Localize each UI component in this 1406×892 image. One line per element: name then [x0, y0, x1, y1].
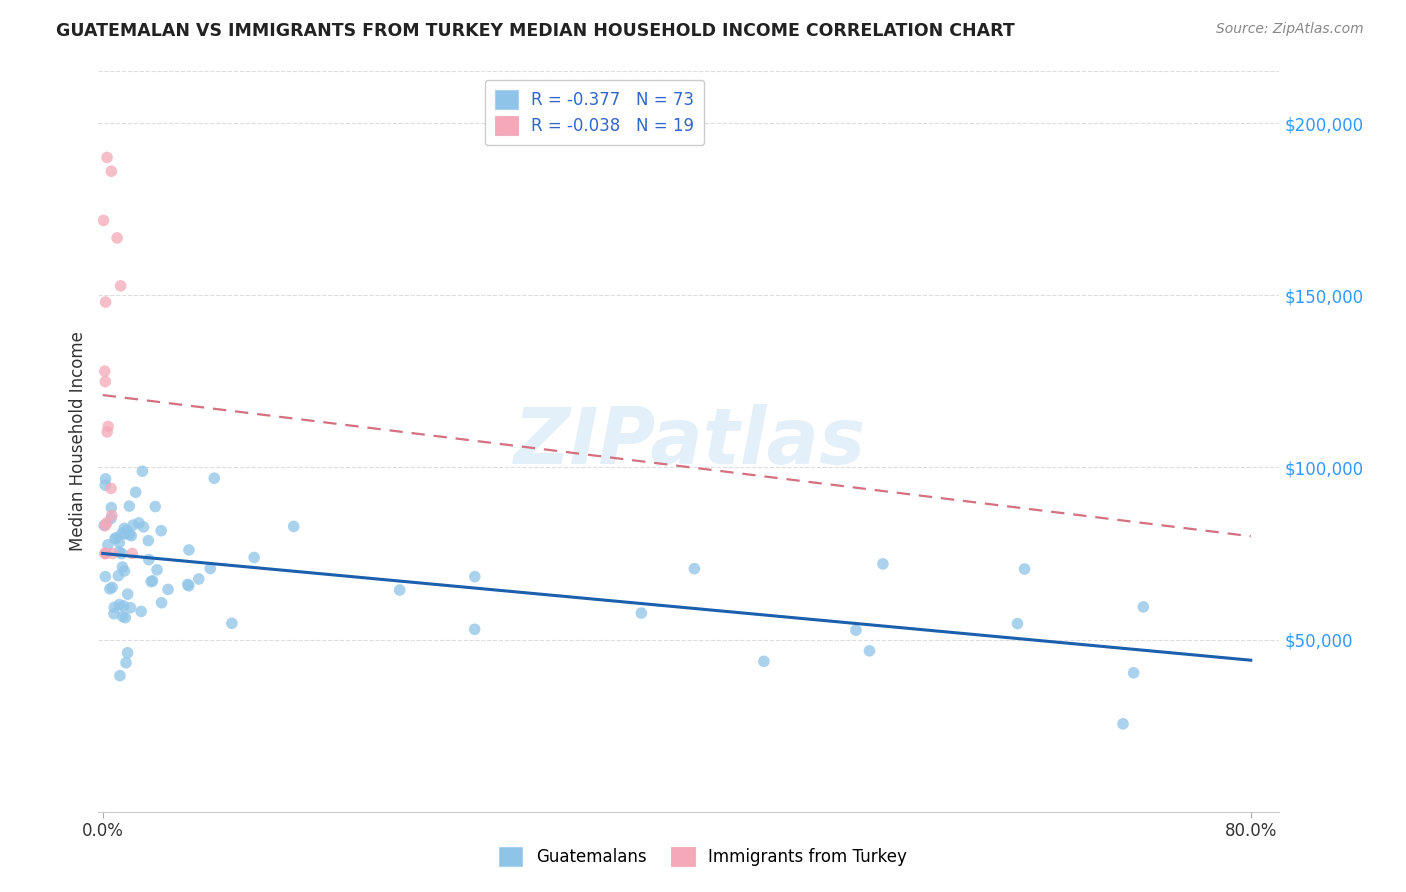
Point — [187, 572, 209, 586]
Point — [1122, 665, 1144, 680]
Point — [94, 478, 117, 492]
Point — [1132, 599, 1154, 614]
Point — [177, 579, 200, 593]
Point — [94, 295, 117, 310]
Point — [96, 425, 118, 439]
Point — [630, 606, 652, 620]
Point — [1112, 716, 1135, 731]
Point — [103, 607, 125, 621]
Text: ZIPatlas: ZIPatlas — [513, 403, 865, 480]
Point — [131, 464, 153, 478]
Point — [108, 668, 131, 682]
Point — [101, 580, 124, 594]
Point — [105, 531, 128, 545]
Point — [132, 520, 155, 534]
Point — [108, 598, 131, 612]
Point — [94, 546, 117, 560]
Point — [141, 574, 163, 588]
Point — [101, 508, 124, 523]
Point — [120, 529, 142, 543]
Point — [112, 564, 135, 578]
Legend: R = -0.377   N = 73, R = -0.038   N = 19: R = -0.377 N = 73, R = -0.038 N = 19 — [485, 79, 704, 145]
Legend: Guatemalans, Immigrants from Turkey: Guatemalans, Immigrants from Turkey — [491, 838, 915, 875]
Point — [177, 577, 200, 591]
Point — [110, 279, 132, 293]
Point — [101, 546, 124, 560]
Text: Source: ZipAtlas.com: Source: ZipAtlas.com — [1216, 22, 1364, 37]
Point — [97, 419, 120, 434]
Point — [104, 532, 127, 546]
Point — [108, 535, 131, 549]
Point — [1014, 562, 1036, 576]
Point — [114, 610, 136, 624]
Point — [872, 557, 894, 571]
Point — [121, 546, 143, 560]
Point — [128, 516, 150, 530]
Point — [111, 609, 134, 624]
Y-axis label: Median Household Income: Median Household Income — [69, 332, 87, 551]
Point — [112, 521, 135, 535]
Point — [200, 561, 222, 575]
Point — [96, 151, 118, 165]
Point — [202, 471, 225, 485]
Point — [117, 646, 139, 660]
Point — [112, 599, 135, 613]
Point — [122, 518, 145, 533]
Point — [94, 546, 117, 560]
Point — [221, 616, 243, 631]
Point — [103, 600, 125, 615]
Point — [283, 519, 305, 533]
Point — [94, 569, 117, 583]
Point — [94, 472, 117, 486]
Point — [100, 500, 122, 515]
Point — [94, 375, 117, 389]
Point — [114, 527, 136, 541]
Point — [120, 600, 142, 615]
Point — [146, 563, 169, 577]
Point — [1007, 616, 1029, 631]
Point — [115, 524, 138, 538]
Point — [115, 656, 138, 670]
Point — [118, 499, 141, 513]
Point — [177, 543, 200, 558]
Point — [96, 516, 118, 530]
Point — [845, 623, 868, 637]
Point — [156, 582, 179, 597]
Point — [93, 213, 115, 227]
Point — [111, 526, 134, 541]
Point — [124, 485, 146, 500]
Point — [141, 574, 163, 589]
Point — [111, 547, 134, 561]
Point — [94, 518, 117, 533]
Point — [752, 654, 775, 668]
Point — [94, 546, 117, 560]
Point — [143, 500, 166, 514]
Point — [97, 538, 120, 552]
Point — [464, 622, 486, 636]
Point — [858, 644, 880, 658]
Point — [105, 231, 128, 245]
Point — [388, 582, 411, 597]
Point — [100, 511, 122, 525]
Point — [118, 527, 141, 541]
Point — [138, 552, 160, 566]
Text: GUATEMALAN VS IMMIGRANTS FROM TURKEY MEDIAN HOUSEHOLD INCOME CORRELATION CHART: GUATEMALAN VS IMMIGRANTS FROM TURKEY MED… — [56, 22, 1015, 40]
Point — [98, 582, 121, 596]
Point — [108, 545, 131, 559]
Point — [107, 568, 129, 582]
Point — [100, 164, 122, 178]
Point — [150, 596, 173, 610]
Point — [111, 560, 134, 574]
Point — [136, 533, 159, 548]
Point — [100, 482, 122, 496]
Point — [129, 604, 152, 618]
Point — [94, 364, 117, 378]
Point — [117, 587, 139, 601]
Point — [243, 550, 266, 565]
Point — [150, 524, 173, 538]
Point — [464, 569, 486, 583]
Point — [93, 518, 115, 533]
Point — [683, 562, 706, 576]
